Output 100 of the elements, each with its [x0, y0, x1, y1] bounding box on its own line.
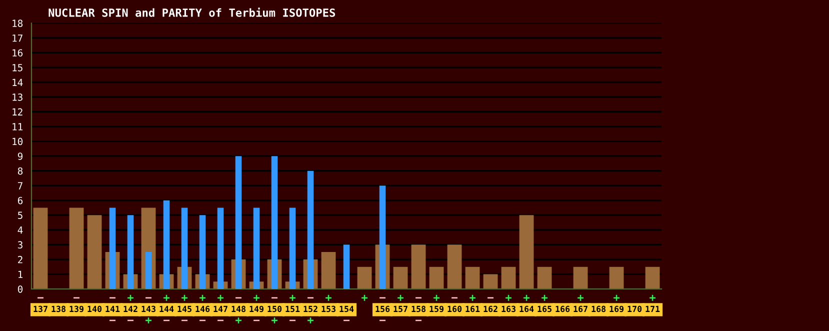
x-tick-label: 161: [466, 306, 480, 312]
data-label: −: [200, 320, 206, 322]
x-tick-label: 171: [646, 306, 660, 312]
x-tick-label: 140: [88, 306, 102, 312]
x-tick-label: 148: [232, 306, 246, 312]
x-tick-label: 137: [34, 306, 48, 312]
x-tick-label: 158: [412, 306, 426, 312]
bar: [343, 244, 350, 289]
y-tick-label: 10: [12, 138, 23, 146]
data-label: +: [128, 294, 134, 301]
data-label: +: [254, 294, 260, 301]
x-tick-label: 170: [628, 306, 642, 312]
x-tick-label: 160: [448, 306, 462, 312]
y-tick-label: 14: [12, 78, 23, 86]
data-label: −: [110, 297, 116, 298]
x-tick-label: 167: [574, 306, 588, 312]
bar: [393, 266, 408, 289]
x-tick-label: 144: [160, 306, 174, 312]
bar: [573, 266, 588, 289]
data-label: −: [416, 297, 422, 298]
bar: [217, 208, 224, 289]
x-tick-label: 153: [322, 306, 336, 312]
x-tick-label: 143: [142, 306, 156, 312]
bar: [483, 274, 498, 289]
y-tick-label: 1: [18, 270, 23, 278]
data-label: +: [524, 294, 530, 301]
data-label: −: [380, 320, 386, 322]
data-label: −: [488, 297, 494, 298]
bar: [33, 208, 48, 289]
y-tick-label: 8: [18, 167, 23, 175]
x-tick-label: 164: [520, 306, 534, 312]
data-label: +: [182, 294, 188, 301]
x-tick-label: 151: [286, 306, 300, 312]
data-label: +: [506, 294, 512, 301]
bar: [465, 266, 480, 289]
y-tick-label: 12: [12, 108, 22, 116]
bar: [181, 208, 188, 289]
y-tick-label: 5: [18, 212, 22, 219]
bar: [235, 156, 242, 289]
y-tick-label: 11: [12, 123, 23, 130]
bar: [163, 200, 170, 289]
x-tick-label: 141: [106, 306, 120, 312]
data-label: −: [164, 320, 170, 322]
data-label: +: [470, 294, 476, 301]
bar: [645, 266, 660, 289]
x-tick-label: 142: [124, 306, 138, 312]
data-label: −: [146, 297, 152, 298]
x-tick-label: 166: [556, 306, 570, 312]
bar: [379, 186, 386, 289]
data-label: −: [236, 297, 242, 298]
data-label: +: [308, 317, 314, 324]
data-label: +: [650, 294, 656, 301]
x-tick-label: 147: [214, 306, 228, 312]
data-label: −: [128, 320, 134, 322]
y-tick-label: 15: [12, 64, 22, 72]
data-label: +: [146, 317, 152, 324]
bar: [109, 208, 116, 289]
bar: [519, 215, 534, 289]
bar: [501, 266, 516, 289]
data-label: −: [110, 320, 116, 322]
x-tick-label: 150: [268, 306, 282, 312]
bar: [87, 215, 102, 289]
data-label: −: [452, 297, 458, 298]
data-label: +: [542, 294, 548, 301]
x-tick-label: 138: [52, 306, 66, 312]
x-tick-label: 149: [250, 306, 264, 312]
x-tick-label: 169: [610, 306, 624, 312]
data-label: −: [182, 320, 188, 322]
data-label: +: [434, 294, 440, 301]
y-tick-label: 7: [18, 182, 22, 190]
data-label: −: [290, 320, 296, 322]
data-label: −: [416, 320, 422, 322]
x-tick-label: 168: [592, 306, 606, 312]
bar: [307, 170, 314, 289]
data-label: +: [290, 294, 296, 301]
data-label: −: [272, 297, 278, 298]
data-label: +: [200, 294, 206, 301]
y-tick-label: 2: [18, 256, 22, 264]
bar: [69, 208, 84, 289]
y-tick-label: 0: [18, 285, 23, 293]
data-label: −: [254, 320, 260, 322]
bar: [145, 252, 152, 289]
data-label: +: [398, 294, 404, 301]
data-label: −: [74, 297, 80, 298]
y-tick-label: 13: [12, 94, 22, 101]
y-tick-label: 18: [12, 20, 23, 28]
bar: [447, 244, 462, 289]
bar: [127, 215, 134, 289]
x-tick-label: 159: [430, 306, 444, 312]
y-tick-label: 17: [12, 34, 22, 42]
x-tick-label: 154: [340, 306, 354, 312]
data-label: −: [308, 297, 314, 298]
data-label: −: [38, 297, 44, 298]
data-label: +: [578, 294, 584, 301]
data-label: −: [344, 320, 350, 322]
y-tick-label: 9: [18, 152, 23, 160]
bar: [357, 266, 372, 289]
data-label: +: [362, 294, 368, 301]
y-tick-label: 4: [18, 226, 23, 234]
data-label: +: [236, 317, 242, 324]
